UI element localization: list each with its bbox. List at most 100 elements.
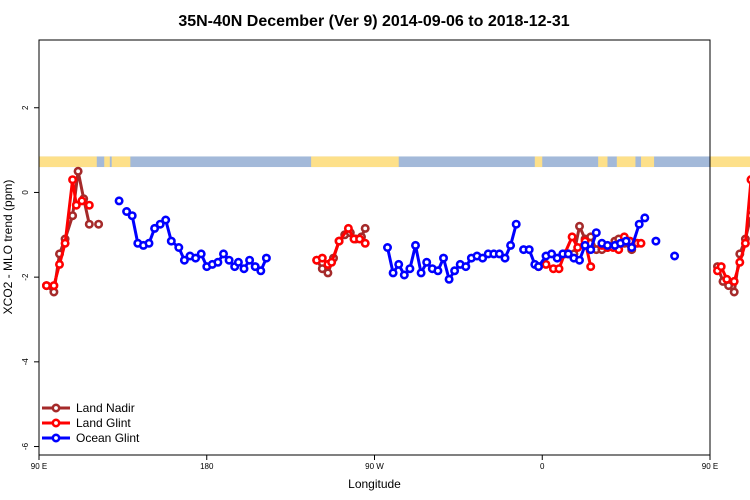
legend-swatch-marker	[51, 433, 61, 443]
land-glint-point	[41, 281, 51, 291]
ocean-glint-point	[219, 249, 229, 259]
x-axis: 90 E 180 90 W 0 90 E	[31, 455, 718, 471]
land-segment	[111, 156, 131, 168]
ocean-glint-point	[422, 257, 432, 267]
ocean-glint-point	[245, 255, 255, 265]
x-tick-label: 90 E	[702, 462, 718, 471]
ocean-glint-point	[394, 259, 404, 269]
ocean-glint-point	[233, 257, 243, 267]
ocean-glint-point	[122, 207, 132, 217]
land-nadir-point	[317, 264, 327, 274]
legend-swatch-marker	[51, 403, 61, 413]
ocean-glint-point	[382, 243, 392, 253]
land-nadir-point	[323, 268, 333, 278]
land-segment	[616, 156, 636, 168]
land-segment	[598, 156, 608, 168]
legend-label: Ocean Glint	[76, 431, 140, 445]
ocean-glint-point	[179, 255, 189, 265]
y-axis: 2 0 -2 -4 -6	[21, 105, 39, 450]
ocean-glint-point	[586, 245, 596, 255]
land-nadir-point	[574, 221, 584, 231]
land-glint-point	[84, 200, 94, 210]
ocean-glint-point	[399, 270, 409, 280]
land-nadir-point	[360, 223, 370, 233]
x-tick-label: 90 W	[365, 462, 384, 471]
ocean-glint-point	[634, 219, 644, 229]
ocean-glint-point	[144, 238, 154, 248]
y-tick-label: 0	[21, 190, 30, 195]
land-glint-point	[722, 274, 732, 284]
ocean-glint-point	[533, 262, 543, 272]
legend-label: Land Glint	[76, 416, 131, 430]
land-segment	[311, 156, 399, 168]
series-land-nadir	[41, 166, 750, 297]
series-ocean-glint	[114, 196, 680, 284]
ocean-glint-point	[640, 213, 650, 223]
ocean-glint-point	[114, 196, 124, 206]
land-segment	[710, 156, 750, 168]
ocean-glint-point	[651, 236, 661, 246]
land-glint-point	[567, 232, 577, 242]
ocean-glint-point	[506, 240, 516, 250]
land-segment	[104, 156, 110, 168]
ocean-glint-point	[524, 245, 534, 255]
ocean-glint-point	[191, 253, 201, 263]
ocean-glint-point	[256, 266, 266, 276]
ocean-glint-point	[261, 253, 271, 263]
ocean-glint-point	[563, 249, 573, 259]
land-glint-point	[716, 262, 726, 272]
y-tick-label: -6	[21, 442, 30, 450]
ocean-glint-point	[580, 240, 590, 250]
ocean-glint-point	[239, 264, 249, 274]
ocean-glint-point	[250, 262, 260, 272]
chart-title: 35N-40N December (Ver 9) 2014-09-06 to 2…	[178, 13, 569, 30]
land-glint-point	[54, 259, 64, 269]
land-glint-point	[49, 281, 59, 291]
ocean-glint-point	[416, 268, 426, 278]
ocean-glint-point	[410, 240, 420, 250]
ocean-glint-point	[174, 243, 184, 253]
ocean-glint-point	[494, 249, 504, 259]
legend-label: Land Nadir	[76, 401, 135, 415]
ocean-glint-point	[627, 243, 637, 253]
ocean-glint-point	[150, 223, 160, 233]
ocean-glint-point	[438, 253, 448, 263]
land-nadir-point	[84, 219, 94, 229]
land-nadir-point	[729, 287, 739, 297]
ocean-glint-point	[552, 253, 562, 263]
legend-swatch-marker	[51, 418, 61, 428]
x-tick-label: 180	[200, 462, 214, 471]
ocean-glint-point	[155, 219, 165, 229]
land-glint-point	[71, 200, 81, 210]
land-segment	[534, 156, 543, 168]
series-group	[41, 166, 750, 297]
ocean-glint-point	[450, 266, 460, 276]
land-nadir-point	[94, 219, 104, 229]
x-tick-label: 90 E	[31, 462, 47, 471]
y-tick-label: -4	[21, 358, 30, 366]
land-glint-point	[343, 223, 353, 233]
land-glint-point	[554, 264, 564, 274]
ocean-glint-point	[213, 257, 223, 267]
land-glint-point	[586, 262, 596, 272]
land-glint-point	[541, 259, 551, 269]
legend-entry-ocean-glint: Ocean Glint	[42, 431, 140, 445]
land-glint-point	[327, 257, 337, 267]
land-ocean-band	[39, 156, 750, 168]
land-glint-point	[729, 276, 739, 286]
land-nadir-point	[68, 211, 78, 221]
y-tick-label: -2	[21, 273, 30, 281]
x-axis-label: Longitude	[348, 477, 401, 491]
ocean-glint-point	[224, 255, 234, 265]
ocean-glint-point	[388, 268, 398, 278]
x-tick-label: 0	[540, 462, 545, 471]
land-glint-point	[735, 257, 745, 267]
land-glint-point	[740, 238, 750, 248]
ocean-glint-point	[574, 255, 584, 265]
ocean-glint-point	[478, 253, 488, 263]
legend-entry-land-nadir: Land Nadir	[42, 401, 135, 415]
ocean-glint-point	[547, 249, 557, 259]
ocean-glint-point	[405, 264, 415, 274]
